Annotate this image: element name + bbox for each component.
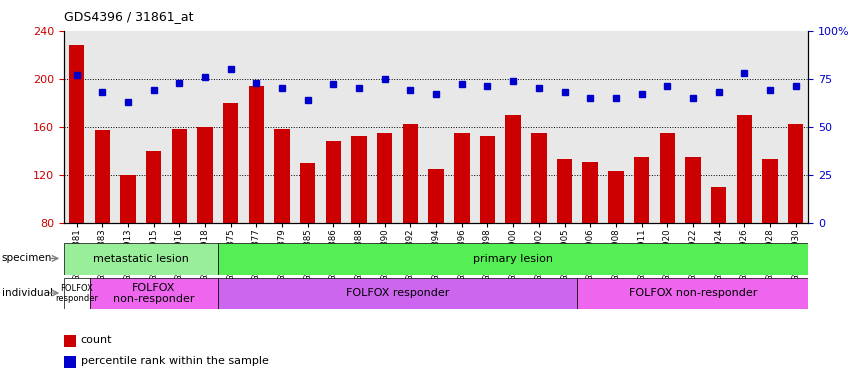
Bar [120, 175, 135, 223]
Bar [223, 103, 238, 223]
Text: FOLFOX
non-responder: FOLFOX non-responder [113, 283, 194, 304]
Bar [480, 136, 495, 223]
Bar [737, 115, 752, 223]
Bar [428, 169, 444, 223]
Bar [218, 243, 808, 275]
Text: FOLFOX responder: FOLFOX responder [346, 288, 449, 298]
Bar [89, 278, 218, 309]
Bar [577, 278, 808, 309]
Bar [608, 171, 624, 223]
Bar [69, 45, 84, 223]
Text: GDS4396 / 31861_at: GDS4396 / 31861_at [64, 10, 193, 23]
Text: primary lesion: primary lesion [473, 254, 553, 264]
Text: metastatic lesion: metastatic lesion [93, 254, 189, 264]
Text: FOLFOX non-responder: FOLFOX non-responder [629, 288, 757, 298]
Bar [248, 86, 264, 223]
Bar [218, 278, 577, 309]
Bar [146, 151, 162, 223]
Bar [505, 115, 521, 223]
Bar [660, 133, 675, 223]
Text: count: count [81, 335, 112, 345]
Bar [64, 243, 218, 275]
Bar [64, 278, 89, 309]
Bar [454, 133, 470, 223]
Bar [531, 133, 546, 223]
Bar [326, 141, 341, 223]
Bar [274, 129, 290, 223]
Text: FOLFOX
responder: FOLFOX responder [55, 284, 98, 303]
Bar [403, 124, 418, 223]
Bar [557, 159, 572, 223]
Bar [351, 136, 367, 223]
Text: individual: individual [2, 288, 53, 298]
Bar [582, 162, 598, 223]
Bar [634, 157, 649, 223]
Bar [172, 129, 187, 223]
Bar [762, 159, 778, 223]
Bar [94, 130, 110, 223]
Bar [377, 133, 392, 223]
Text: percentile rank within the sample: percentile rank within the sample [81, 356, 269, 366]
Bar [788, 124, 803, 223]
Text: specimen: specimen [2, 253, 52, 263]
Bar [197, 127, 213, 223]
Bar [711, 187, 726, 223]
Bar [300, 163, 316, 223]
Bar [685, 157, 700, 223]
